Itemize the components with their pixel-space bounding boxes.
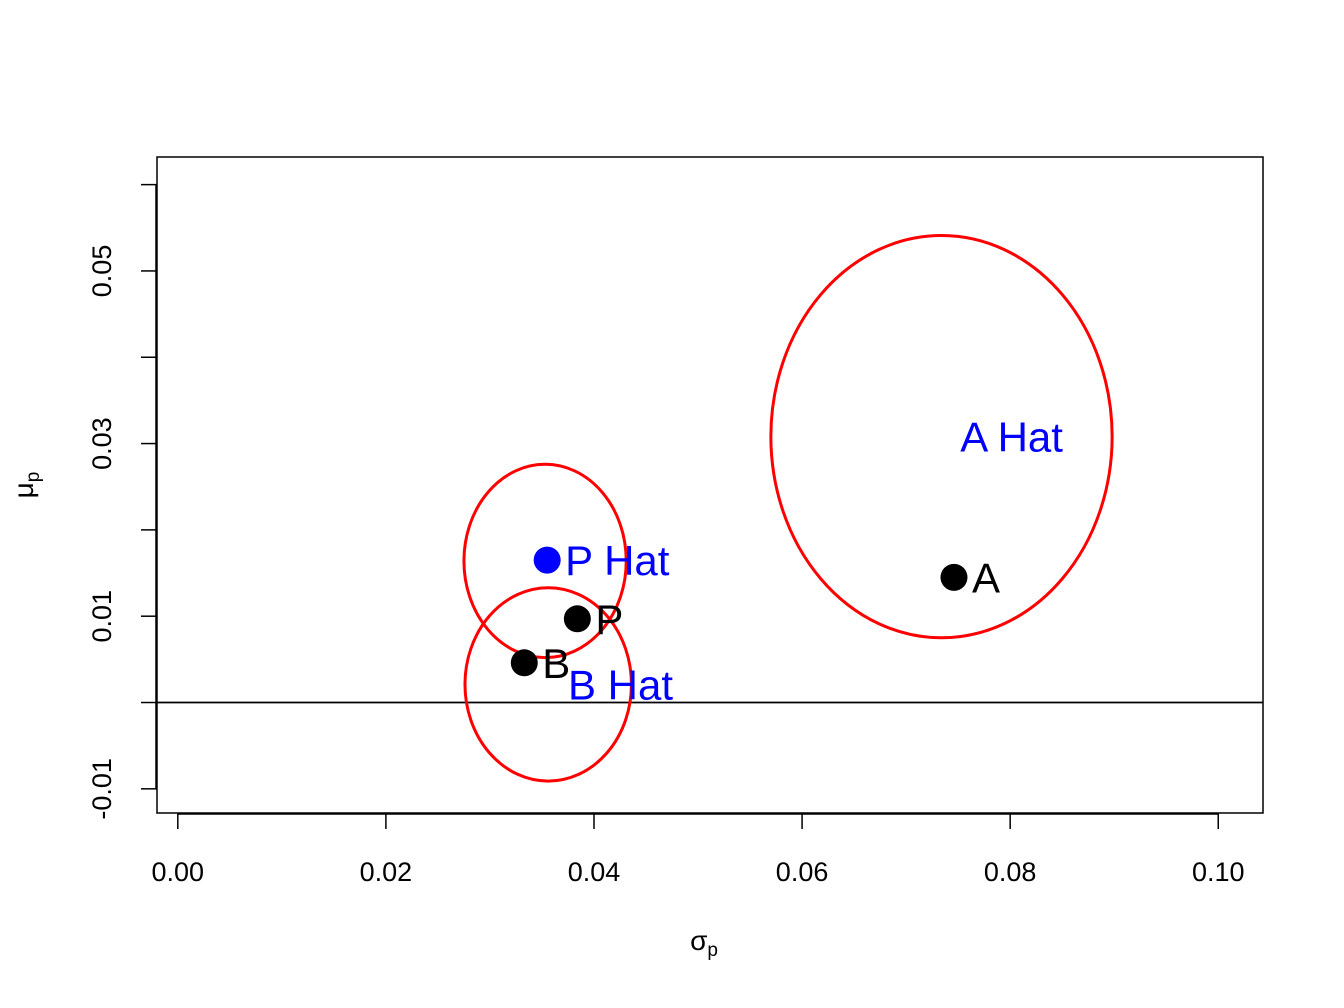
- point-label-B: B: [542, 640, 570, 687]
- y-axis-title: μp: [8, 472, 44, 499]
- x-axis-title-base: σ: [690, 925, 707, 956]
- x-tick-label: 0.08: [984, 857, 1037, 887]
- x-tick-label: 0.00: [152, 857, 205, 887]
- y-axis-title-base: μ: [8, 482, 39, 498]
- ellipse-P-hat: [462, 462, 628, 660]
- plot-frame: [156, 156, 1264, 814]
- x-tick-label: 0.02: [360, 857, 413, 887]
- plot-area: A BP P Hat A Hat B Hat: [157, 234, 1263, 783]
- ellipse-A-hat: [769, 234, 1114, 640]
- y-tick-label: -0.01: [87, 758, 117, 820]
- point-label-P-hat: P Hat: [565, 537, 670, 584]
- ellipse-B-hat: [463, 586, 633, 783]
- point-label-P: P: [595, 596, 623, 643]
- point-B: [510, 649, 538, 677]
- y-tick-label: 0.05: [87, 245, 117, 298]
- y-axis: -0.01 0.01 0.03 0.05: [87, 183, 157, 820]
- x-tick-label: 0.10: [1192, 857, 1245, 887]
- x-axis-title: σp: [690, 925, 718, 961]
- x-tick-label: 0.04: [568, 857, 621, 887]
- point-label-A: A: [972, 554, 1000, 601]
- y-tick-label: 0.01: [87, 590, 117, 643]
- point-P: [563, 605, 591, 633]
- text-label-B-hat: B Hat: [568, 661, 673, 708]
- y-tick-label: 0.03: [87, 417, 117, 470]
- y-axis-title-sub: p: [23, 472, 44, 483]
- x-axis-title-sub: p: [707, 940, 718, 961]
- x-axis: 0.00 0.02 0.04 0.06 0.08 0.10: [152, 813, 1245, 887]
- point-P-hat: [533, 546, 561, 574]
- x-tick-label: 0.06: [776, 857, 829, 887]
- point-A: [940, 563, 968, 591]
- text-label-A-hat: A Hat: [960, 414, 1063, 461]
